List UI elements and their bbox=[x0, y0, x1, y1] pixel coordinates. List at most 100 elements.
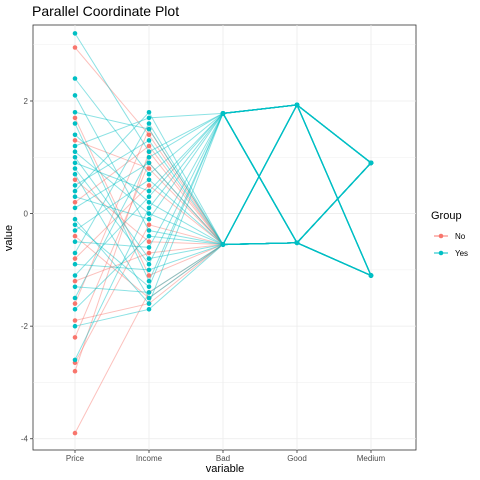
chart-title: Parallel Coordinate Plot bbox=[32, 3, 179, 19]
data-point-yes bbox=[368, 160, 374, 166]
data-point-yes bbox=[72, 166, 78, 171]
data-point-yes bbox=[146, 188, 152, 194]
data-point-yes bbox=[146, 200, 152, 205]
data-point-yes bbox=[72, 284, 78, 290]
data-point-yes bbox=[72, 261, 78, 267]
data-point-yes bbox=[146, 301, 152, 306]
data-point-yes bbox=[72, 93, 78, 98]
data-point-yes bbox=[72, 295, 78, 301]
data-point-yes bbox=[72, 76, 78, 81]
legend-label-yes: Yes bbox=[455, 249, 468, 258]
x-tick-label: Price bbox=[66, 454, 85, 463]
data-point-yes bbox=[146, 138, 152, 143]
data-point-yes bbox=[146, 284, 152, 290]
data-point-no bbox=[72, 368, 78, 374]
data-point-yes bbox=[146, 261, 152, 267]
data-point-no bbox=[146, 239, 152, 244]
plot-panel bbox=[32, 24, 417, 451]
data-point-yes bbox=[146, 205, 152, 211]
legend-key-point bbox=[438, 250, 444, 256]
data-point-yes bbox=[146, 290, 152, 295]
data-point-no bbox=[72, 256, 78, 261]
data-point-yes bbox=[146, 121, 152, 126]
data-point-yes bbox=[220, 242, 226, 247]
y-tick-label: -2 bbox=[21, 322, 29, 331]
data-point-yes bbox=[72, 307, 78, 312]
data-point-yes bbox=[146, 216, 152, 222]
data-point-no bbox=[72, 177, 78, 183]
x-tick-label: Bad bbox=[216, 454, 230, 463]
data-point-yes bbox=[72, 160, 78, 166]
data-point-yes bbox=[72, 132, 78, 138]
data-point-yes bbox=[72, 194, 78, 199]
data-point-yes bbox=[72, 323, 78, 329]
x-axis-ticks: Price Income Bad Good Medium bbox=[66, 450, 386, 463]
x-tick-label: Good bbox=[287, 454, 307, 463]
data-point-yes bbox=[368, 273, 374, 278]
data-point-no bbox=[72, 45, 78, 50]
data-point-yes bbox=[72, 149, 78, 154]
data-point-yes bbox=[146, 278, 152, 284]
data-point-no bbox=[72, 138, 78, 143]
legend-label-no: No bbox=[455, 232, 466, 241]
data-point-yes bbox=[146, 177, 152, 183]
data-point-yes bbox=[146, 228, 152, 233]
data-point-yes bbox=[294, 102, 300, 108]
data-point-yes bbox=[72, 110, 78, 115]
data-point-yes bbox=[72, 357, 78, 363]
data-point-yes bbox=[72, 273, 78, 278]
data-point-yes bbox=[146, 155, 152, 160]
legend-title: Group bbox=[431, 210, 462, 222]
data-point-no bbox=[72, 430, 78, 436]
data-point-yes bbox=[72, 171, 78, 177]
data-point-no bbox=[146, 132, 152, 138]
y-axis-ticks: -4 -2 0 2 bbox=[21, 97, 33, 444]
x-tick-label: Medium bbox=[357, 454, 386, 463]
data-point-yes bbox=[146, 171, 152, 177]
data-point-no bbox=[146, 183, 152, 188]
data-point-yes bbox=[72, 188, 78, 194]
x-axis-title: variable bbox=[206, 463, 245, 475]
data-point-yes bbox=[146, 126, 152, 132]
series-points bbox=[72, 31, 374, 436]
data-point-yes bbox=[146, 233, 152, 239]
data-point-yes bbox=[294, 240, 300, 246]
data-point-yes bbox=[72, 205, 78, 211]
data-point-yes bbox=[72, 143, 78, 149]
data-point-yes bbox=[72, 155, 78, 160]
data-point-no bbox=[72, 278, 78, 284]
data-point-no bbox=[72, 233, 78, 239]
legend-key-point bbox=[438, 233, 444, 239]
y-tick-label: 0 bbox=[24, 210, 29, 219]
data-point-yes bbox=[146, 245, 152, 250]
data-point-no bbox=[146, 166, 152, 171]
data-point-yes bbox=[220, 111, 226, 116]
data-point-no bbox=[146, 273, 152, 278]
legend: Group No Yes bbox=[431, 210, 468, 258]
data-point-no bbox=[72, 318, 78, 323]
y-tick-label: 2 bbox=[24, 97, 29, 106]
data-point-no bbox=[72, 301, 78, 306]
data-point-yes bbox=[146, 160, 152, 166]
data-point-yes bbox=[146, 256, 152, 261]
data-point-yes bbox=[72, 121, 78, 126]
data-point-yes bbox=[72, 183, 78, 188]
x-tick-label: Income bbox=[136, 454, 163, 463]
data-point-yes bbox=[146, 267, 152, 273]
data-point-yes bbox=[146, 115, 152, 121]
data-point-yes bbox=[72, 216, 78, 222]
data-point-yes bbox=[72, 228, 78, 233]
data-point-no bbox=[146, 250, 152, 256]
y-axis-title: value bbox=[3, 225, 15, 251]
data-point-no bbox=[146, 222, 152, 228]
data-point-yes bbox=[72, 222, 78, 228]
data-point-yes bbox=[146, 149, 152, 154]
data-point-yes bbox=[146, 211, 152, 216]
data-point-yes bbox=[72, 31, 78, 36]
data-point-yes bbox=[72, 250, 78, 256]
data-point-no bbox=[72, 335, 78, 340]
data-point-yes bbox=[72, 239, 78, 244]
data-point-yes bbox=[146, 110, 152, 115]
y-tick-label: -4 bbox=[21, 435, 29, 444]
